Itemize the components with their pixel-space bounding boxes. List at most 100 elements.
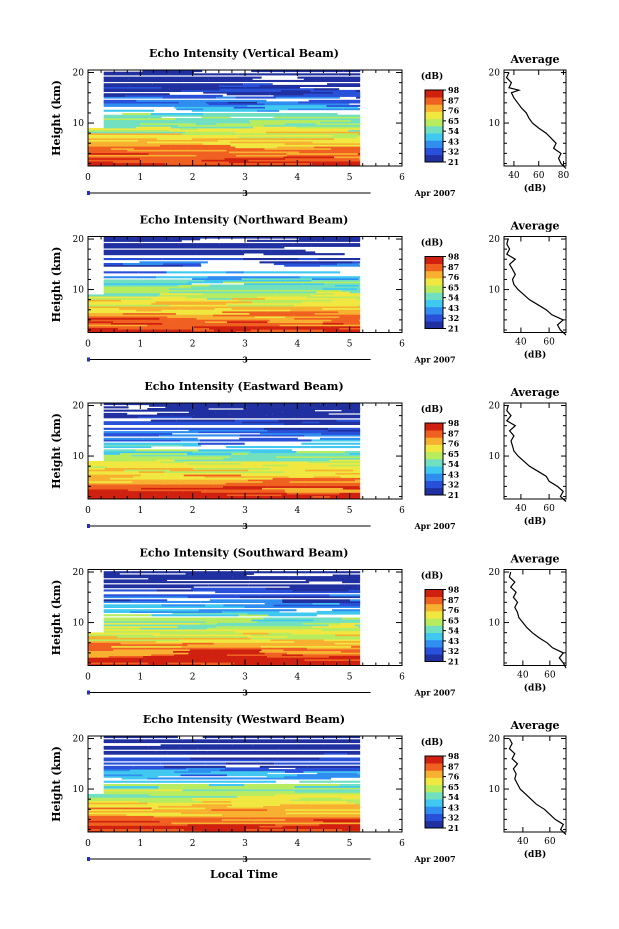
heatmap-cell: [276, 456, 361, 459]
heatmap-cell: [143, 437, 198, 440]
y-tick-label: 20: [73, 568, 85, 578]
heatmap-cell: [103, 609, 199, 612]
heatmap-cell: [357, 772, 361, 775]
heatmap-cell: [137, 482, 226, 485]
heatmap-cell: [88, 477, 111, 480]
heatmap-cell: [358, 632, 361, 635]
heatmap-cell: [103, 454, 132, 457]
colorbar-tick-label: 21: [448, 657, 459, 667]
heatmap-cell: [339, 602, 361, 605]
heatmap-cell: [88, 147, 111, 150]
heatmap-cell: [164, 136, 239, 139]
heatmap-cell: [185, 572, 254, 575]
heatmap-cell: [235, 146, 277, 149]
heatmap-cell: [247, 635, 287, 638]
heatmap-cell: [247, 612, 332, 615]
profile-x-title: (dB): [524, 849, 546, 860]
heatmap-cell: [110, 147, 134, 150]
heatmap-cell: [103, 739, 146, 742]
heatmap-cell: [343, 70, 361, 73]
colorbar-swatch: [425, 111, 443, 120]
heatmap-cell: [150, 584, 209, 587]
profile-title: Average: [509, 53, 559, 66]
heatmap-cell: [266, 91, 334, 94]
heatmap-cell: [185, 131, 236, 134]
heatmap-cell: [252, 301, 303, 304]
heatmap-cell: [88, 497, 135, 500]
heatmap-cell: [88, 149, 128, 152]
heatmap-cell: [159, 317, 197, 320]
x-tick-label: 4: [294, 673, 300, 683]
colorbar-swatch: [425, 632, 443, 641]
heatmap-cell: [88, 798, 122, 801]
y-axis-title: Height (km): [50, 80, 63, 156]
heatmap-cell: [263, 284, 335, 287]
heatmap-cell: [172, 772, 268, 775]
heatmap-cell: [275, 497, 325, 500]
heatmap-cell: [103, 253, 196, 256]
heatmap-cell: [283, 827, 344, 830]
heatmap-cell: [277, 810, 301, 813]
heatmap-cell: [358, 132, 361, 135]
heatmap-cell: [171, 822, 242, 825]
date-marker: [87, 690, 90, 695]
heatmap-cell: [205, 793, 276, 796]
colorbar-swatch: [425, 292, 443, 300]
heatmap-cell: [201, 830, 228, 833]
colorbar-unit: (dB): [421, 737, 443, 748]
heatmap-cell: [103, 88, 170, 91]
heatmap-cell: [234, 329, 251, 332]
heatmap-cell: [307, 765, 361, 768]
heatmap-cell: [103, 121, 168, 124]
y-tick-label: 10: [73, 619, 85, 629]
heatmap-cell: [244, 271, 341, 274]
heatmap-cell: [153, 818, 222, 821]
heatmap-cell: [103, 789, 183, 792]
x-tick-label: 3: [242, 340, 248, 350]
heatmap-cell: [103, 599, 131, 602]
heatmap-cell: [328, 464, 361, 467]
heatmap-cell: [103, 596, 188, 599]
heatmap-cell: [322, 118, 361, 121]
heatmap-cell: [307, 647, 361, 650]
heatmap-cell: [324, 752, 347, 755]
colorbar-tick-label: 76: [448, 106, 460, 116]
heatmap-cell: [331, 612, 361, 615]
colorbar-swatch: [425, 799, 443, 807]
profile-x-tick-label: 60: [543, 338, 555, 348]
heatmap-cell: [202, 292, 275, 295]
heatmap-cell: [210, 456, 231, 459]
heatmap-cell: [88, 465, 107, 468]
heatmap-cell: [259, 432, 321, 435]
heatmap-cell: [333, 292, 361, 295]
heatmap-cell: [88, 309, 106, 312]
heatmap-cell: [342, 487, 361, 490]
heatmap-cell: [235, 419, 279, 422]
heatmap-cell: [172, 612, 248, 615]
heatmap-cell: [117, 635, 138, 638]
heatmap-cell: [201, 802, 274, 805]
profile-x-tick-label: 60: [533, 171, 545, 181]
heatmap-cell: [342, 617, 361, 620]
heatmap-cell: [229, 141, 286, 144]
heatmap-cell: [226, 271, 245, 274]
heatmap-cell: [191, 109, 257, 112]
heatmap-cell: [334, 408, 360, 411]
heatmap-cell: [270, 251, 299, 254]
heatmap-cell: [267, 311, 339, 314]
heatmap-cell: [88, 827, 175, 830]
heatmap-cell: [238, 777, 331, 780]
heatmap-cell: [299, 164, 330, 167]
heatmap-cell: [298, 830, 361, 833]
colorbar-swatch: [425, 444, 443, 453]
heatmap-cell: [329, 640, 361, 643]
heatmap-cell: [142, 243, 220, 246]
heatmap-cell: [160, 460, 185, 463]
heatmap-cell: [208, 78, 253, 81]
heatmap-cell: [264, 297, 297, 300]
heatmap-cell: [335, 477, 361, 480]
heatmap-cell: [88, 489, 129, 492]
date-marker: [87, 524, 90, 528]
heatmap-cell: [262, 487, 343, 490]
heatmap-cell: [264, 602, 313, 605]
